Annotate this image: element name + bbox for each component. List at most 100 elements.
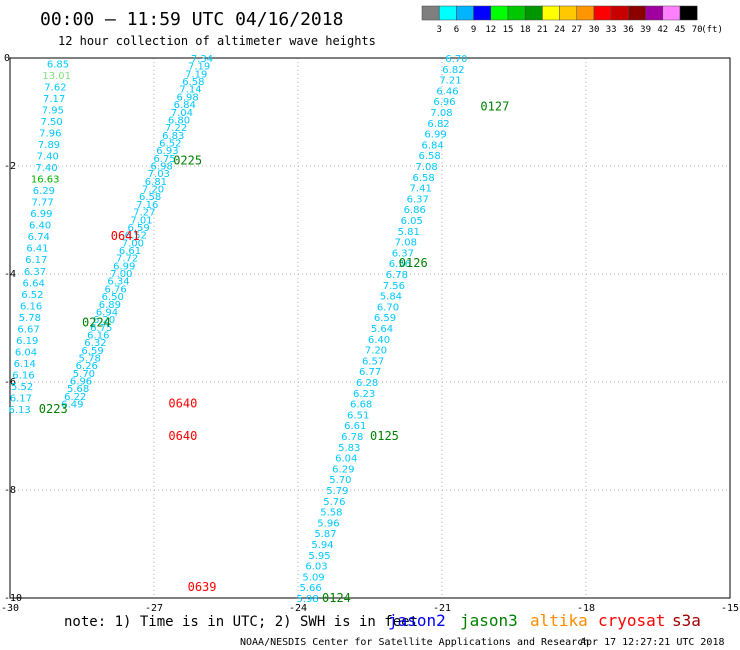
wave-height-value: 6.58: [139, 192, 161, 203]
legend-item-altika: altika: [530, 611, 588, 630]
scale-swatch: [421, 5, 440, 21]
scale-swatch: [473, 5, 492, 21]
wave-height-value: 6.40: [29, 221, 51, 232]
chart-title: 00:00 – 11:59 UTC 04/16/2018: [40, 9, 343, 30]
pass-label: 0223: [39, 402, 68, 416]
wave-height-value: 6.99: [30, 209, 52, 220]
wave-height-value: 5.78: [79, 354, 101, 365]
wave-height-value: 6.52: [159, 138, 181, 149]
wave-height-value: 6.50: [102, 292, 124, 303]
wave-height-value: 7.95: [42, 105, 64, 116]
wave-height-value: 6.05: [401, 216, 423, 227]
wave-height-value: 6.82: [442, 65, 464, 76]
scale-swatch: [524, 5, 543, 21]
wave-height-value: 7.89: [38, 140, 60, 151]
wave-height-value: 6.46: [436, 86, 458, 97]
wave-height-value: 6.28: [356, 378, 378, 389]
scale-swatch: [456, 5, 474, 21]
wave-height-value: 6.37: [392, 248, 414, 259]
wave-height-value: 6.58: [413, 173, 435, 184]
y-tick-label: 0: [4, 53, 10, 64]
wave-height-value: 6.29: [33, 186, 55, 197]
wave-height-value: 6.68: [350, 400, 372, 411]
wave-height-value: 6.58: [182, 77, 204, 88]
wave-height-value: 6.04: [15, 347, 37, 358]
wave-height-value: 6.37: [407, 194, 429, 205]
scale-label: 9: [471, 25, 476, 35]
pass-label: 0125: [370, 429, 399, 443]
wave-height-value: 5.96: [317, 518, 339, 529]
wave-height-value: 7.41: [410, 184, 432, 195]
wave-height-value: 6.26: [76, 361, 98, 372]
wave-height-value: 7.56: [383, 281, 405, 292]
wave-height-value: 5.66: [299, 583, 321, 594]
y-tick-label: -6: [4, 377, 16, 388]
wave-height-value: 7.20: [142, 185, 164, 196]
legend-item-cryosat: cryosat: [598, 611, 665, 630]
wave-height-value: 7.40: [35, 163, 57, 174]
y-tick-label: -2: [4, 161, 16, 172]
wave-height-value: 6.59: [374, 313, 396, 324]
wave-height-value: 7.04: [171, 108, 193, 119]
wave-height-value: 7.77: [32, 198, 54, 209]
plot-grid: [10, 58, 730, 598]
wave-height-value: 5.70: [329, 475, 351, 486]
wave-height-value: 6.16: [87, 330, 109, 341]
wave-height-value: 6.59: [81, 346, 103, 357]
wave-height-value: 6.83: [162, 131, 184, 142]
scale-label: 24: [554, 25, 565, 35]
wave-height-value: 7.19: [188, 62, 210, 73]
x-tick-label: -27: [145, 603, 163, 614]
wave-height-value: 6.58: [418, 151, 440, 162]
pass-label: 0640: [168, 429, 197, 443]
scale-unit: (ft): [701, 25, 723, 35]
wave-height-value: 7.34: [191, 54, 213, 65]
wave-height-value: 6.49: [61, 400, 83, 411]
wave-height-value: 6.61: [344, 421, 366, 432]
wave-height-value: 6.20: [93, 315, 115, 326]
wave-height-value: 7.40: [37, 152, 59, 163]
scale-label: 12: [485, 25, 496, 35]
wave-height-value: 7.62: [44, 82, 66, 93]
wave-height-value: 6.52: [21, 290, 43, 301]
wave-height-value: 7.20: [365, 346, 387, 357]
wave-height-value: 6.82: [427, 119, 449, 130]
scale-label: 30: [589, 25, 600, 35]
scale-label: 27: [571, 25, 582, 35]
wave-height-value: 5.83: [338, 443, 360, 454]
pass-labels: 0225 0641 0640 0640 0639 0224 0223 0127 0126 0125…: [39, 100, 510, 605]
wave-height-value: 6.85: [47, 59, 69, 70]
wave-height-value: 6.32: [84, 338, 106, 349]
scale-swatch: [559, 5, 578, 21]
wave-height-value: 6.52: [125, 231, 147, 242]
pass-label: 0640: [168, 397, 197, 411]
wave-height-value: 6.29: [332, 464, 354, 475]
wave-height-value: 6.76: [104, 284, 126, 295]
wave-height-value: 6.57: [362, 356, 384, 367]
wave-height-value: 5.95: [308, 551, 330, 562]
wave-height-value: 7.96: [39, 129, 61, 140]
wave-height-value: 7.22: [165, 123, 187, 134]
wave-height-value: 6.93: [156, 146, 178, 157]
wave-height-value: 6.77: [359, 367, 381, 378]
footer-timestamp: Apr 17 12:27:21 UTC 2018: [580, 637, 725, 648]
wave-height-value: 6.61: [119, 246, 141, 257]
legend-item-jason3: jason3: [460, 611, 518, 630]
wave-height-value: 5.76: [323, 497, 345, 508]
wave-height-value: 6.84: [174, 100, 196, 111]
wave-height-values: 7.347.197.196.587.146.986.847.046.807.22…: [8, 54, 467, 605]
wave-height-value: 5.68: [67, 384, 89, 395]
wave-height-value: 7.50: [40, 117, 62, 128]
wave-height-value: 5.94: [311, 540, 333, 551]
wave-height-value: 6.99: [424, 130, 446, 141]
wave-height-value: 7.17: [43, 94, 65, 105]
wave-height-value: 6.70: [445, 54, 467, 65]
wave-height-value: 6.56: [389, 259, 411, 270]
wave-height-value: 16.63: [31, 175, 60, 186]
wave-height-value: 6.67: [17, 324, 39, 335]
wave-height-value: 6.19: [16, 336, 38, 347]
wave-height-value: 5.09: [302, 572, 324, 583]
wave-height-value: 6.51: [347, 410, 369, 421]
wave-height-value: 6.40: [368, 335, 390, 346]
scale-swatch: [576, 5, 595, 21]
